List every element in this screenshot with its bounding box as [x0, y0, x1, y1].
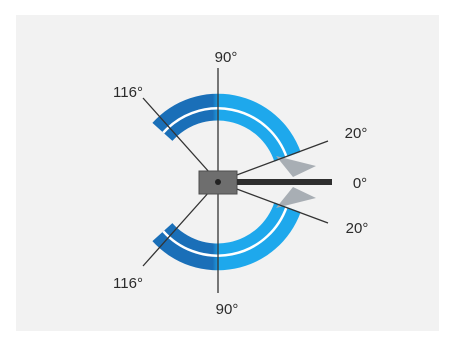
label-116-upper: 116° [113, 84, 143, 101]
lower-arc-stripe [162, 206, 288, 257]
pivot-point [215, 179, 221, 185]
upper-motion-arc [152, 93, 301, 162]
lower-motion-arc [152, 202, 301, 271]
label-90-top: 90° [215, 49, 238, 66]
upper-arc-stripe [162, 107, 288, 158]
zero-degree-arm [237, 179, 332, 185]
label-20-upper: 20° [345, 125, 368, 142]
label-116-lower: 116° [113, 275, 143, 292]
upper-arrowhead-icon [276, 156, 316, 177]
lower-arrowhead-icon [276, 187, 316, 208]
label-90-bottom: 90° [216, 301, 239, 318]
line-116-lower [142, 181, 219, 267]
label-20-lower: 20° [346, 220, 369, 237]
label-0: 0° [353, 175, 367, 192]
line-116-upper [142, 97, 219, 183]
